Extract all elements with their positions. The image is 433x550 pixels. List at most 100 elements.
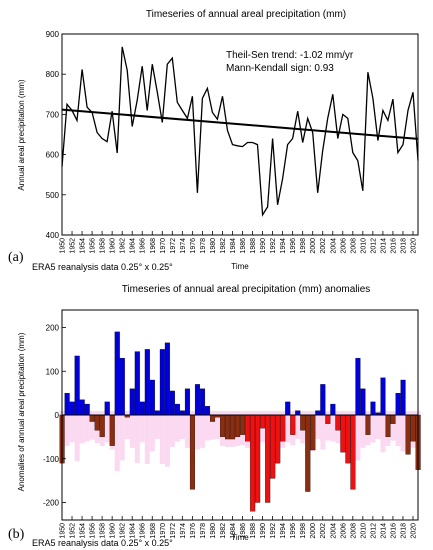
panel-b-x-tick-label: 2006 [340, 523, 347, 539]
panel-b-anomaly-bar [104, 401, 110, 416]
panel-b-x-tick-label: 1956 [90, 523, 97, 539]
panel-b-anomaly-bar [270, 414, 276, 479]
panel-b-anomaly-bar [305, 414, 311, 492]
panel-b-anomaly-bar [220, 414, 226, 438]
panel-b-x-tick-label: 1968 [150, 523, 157, 539]
panel-b-x-tick-label: 2002 [320, 523, 327, 539]
panel-b-x-tick-label: 1974 [180, 523, 187, 539]
panel-b-x-tick-label: 1994 [280, 523, 287, 539]
panel-a-x-tick-label: 1954 [80, 238, 87, 254]
panel-b-anomaly-bar [285, 401, 291, 416]
panel-b-anomaly-bar [189, 414, 195, 490]
panel-b-envelope-segment [84, 411, 90, 442]
panel-b-x-tick-label: 1982 [220, 523, 227, 539]
panel-a-x-tick-label: 2008 [350, 238, 357, 254]
panel-b-anomaly-bar [365, 414, 371, 435]
panel-b-anomaly-bar [109, 414, 115, 446]
panel-b-source-note: ERA5 reanalysis data 0.25° x 0.25° [32, 538, 173, 548]
panel-b-anomaly-bar [255, 414, 261, 503]
panel-a-x-tick-label: 1960 [110, 238, 117, 254]
panel-b-envelope-segment [400, 411, 406, 452]
panel-b-x-tick-label: 1964 [130, 523, 137, 539]
panel-a-source-note: ERA5 reanalysis data 0.25° x 0.25° [32, 262, 173, 272]
panel-b-anomaly-bar [204, 406, 211, 416]
panel-a-y-tick-label: 700 [46, 110, 60, 119]
panel-b-envelope-segment [375, 411, 381, 439]
panel-b-envelope-segment [64, 411, 70, 446]
panel-a-x-tick-label: 1958 [100, 238, 107, 254]
panel-a-x-tick-label: 1970 [160, 238, 167, 254]
panel-b-anomaly-bar [380, 377, 386, 416]
panel-b-anomaly-bar [295, 410, 301, 416]
panel-b-anomaly-bar [410, 414, 416, 442]
panel-b-envelope-segment [355, 411, 361, 461]
panel-b-x-axis-label: Time [231, 533, 249, 542]
panel-b-envelope-segment [114, 411, 120, 472]
panel-b-envelope-segment [370, 411, 376, 443]
panel-a-x-tick-label: 2000 [310, 238, 317, 254]
panel-b-envelope-segment [149, 411, 155, 452]
panel-b-x-tick-label: 1958 [100, 523, 107, 539]
panel-b-anomaly-bar [315, 410, 321, 416]
panel-b-envelope-segment [129, 411, 135, 448]
panel-b-y-axis-label: Anomalies of annual areal precipitation … [17, 332, 26, 491]
panel-b-x-tick-label: 1980 [210, 523, 217, 539]
panel-b-envelope-segment [320, 411, 326, 450]
panel-b-envelope-segment [215, 411, 221, 439]
panel-a-x-tick-label: 1968 [150, 238, 157, 254]
panel-a-chart: Timeseries of annual areal precipitation… [8, 9, 419, 272]
panel-a-x-axis-label: Time [231, 262, 249, 271]
panel-b-envelope-segment [194, 411, 200, 450]
panel-b-anomaly-bar [390, 414, 396, 424]
panel-b-anomaly-bar [225, 414, 231, 440]
panel-b-anomaly-bar [330, 403, 336, 416]
panel-b-anomaly-bar [89, 414, 95, 422]
panel-a-x-tick-label: 1966 [140, 238, 147, 254]
panel-a-x-tick-label: 1980 [210, 238, 217, 254]
panel-a-plot-frame [61, 33, 419, 236]
panel-b-anomaly-bar [240, 414, 246, 435]
panel-a-precip-series-line [61, 46, 419, 217]
panel-b-x-tick-label: 1970 [160, 523, 167, 539]
panel-b-envelope-segment [69, 411, 75, 443]
panel-b-label: (b) [8, 527, 25, 542]
panel-b-x-tick-label: 1992 [270, 523, 277, 539]
panel-a-x-tick-label: 2016 [390, 238, 397, 254]
panel-b-anomaly-bar [335, 414, 341, 431]
panel-a-x-tick-label: 2018 [400, 238, 407, 254]
panel-b-envelope-segment [164, 411, 170, 467]
panel-b-anomaly-bar [395, 392, 401, 416]
panel-b-envelope-segment [159, 411, 165, 464]
panel-a-y-tick-label: 500 [46, 191, 60, 200]
panel-b-envelope-segment [154, 411, 160, 439]
panel-b-x-tick-label: 2004 [330, 523, 337, 539]
panel-b-anomaly-bar [265, 414, 271, 503]
panel-b-anomaly-bar [179, 410, 185, 416]
panel-a-annotation-trend: Theil-Sen trend: -1.02 mm/yr [226, 50, 354, 61]
panel-b-x-tick-label: 1996 [290, 523, 297, 539]
panel-b-x-tick-label: 1976 [190, 523, 197, 539]
panel-b-x-tick-label: 2000 [310, 523, 317, 539]
panel-b-anomaly-bar [230, 414, 236, 440]
panel-b-title: Timeseries of annual areal precipitation… [122, 284, 371, 295]
panel-b-anomaly-bar [350, 414, 356, 490]
panel-b-anomaly-bar [360, 388, 366, 416]
panel-b-anomaly-bar [209, 414, 216, 422]
panel-b-anomaly-bar [310, 414, 316, 451]
panel-b-anomaly-bar [280, 414, 286, 442]
panel-b-y-tick-label: 0 [55, 411, 60, 420]
panel-a-annotation-mk: Mann-Kendall sign: 0.93 [226, 63, 334, 74]
panel-b-anomaly-bar [300, 414, 306, 431]
panel-b-anomaly-bar [405, 414, 411, 455]
panel-b-x-tick-label: 1986 [240, 523, 247, 539]
panel-a-x-tick-label: 1956 [90, 238, 97, 254]
panel-b-anomaly-bar [260, 414, 266, 429]
panel-b-envelope-segment [74, 411, 80, 462]
panel-b-x-tick-label: 1988 [250, 523, 257, 539]
panel-a-y-axis-label: Annual areal precipitation (mm) [17, 79, 26, 190]
panel-a-x-tick-label: 1952 [70, 238, 77, 254]
panel-b-anomaly-bar [69, 401, 75, 416]
panel-b-envelope-segment [395, 411, 401, 446]
panel-b-anomaly-bar [400, 379, 406, 416]
